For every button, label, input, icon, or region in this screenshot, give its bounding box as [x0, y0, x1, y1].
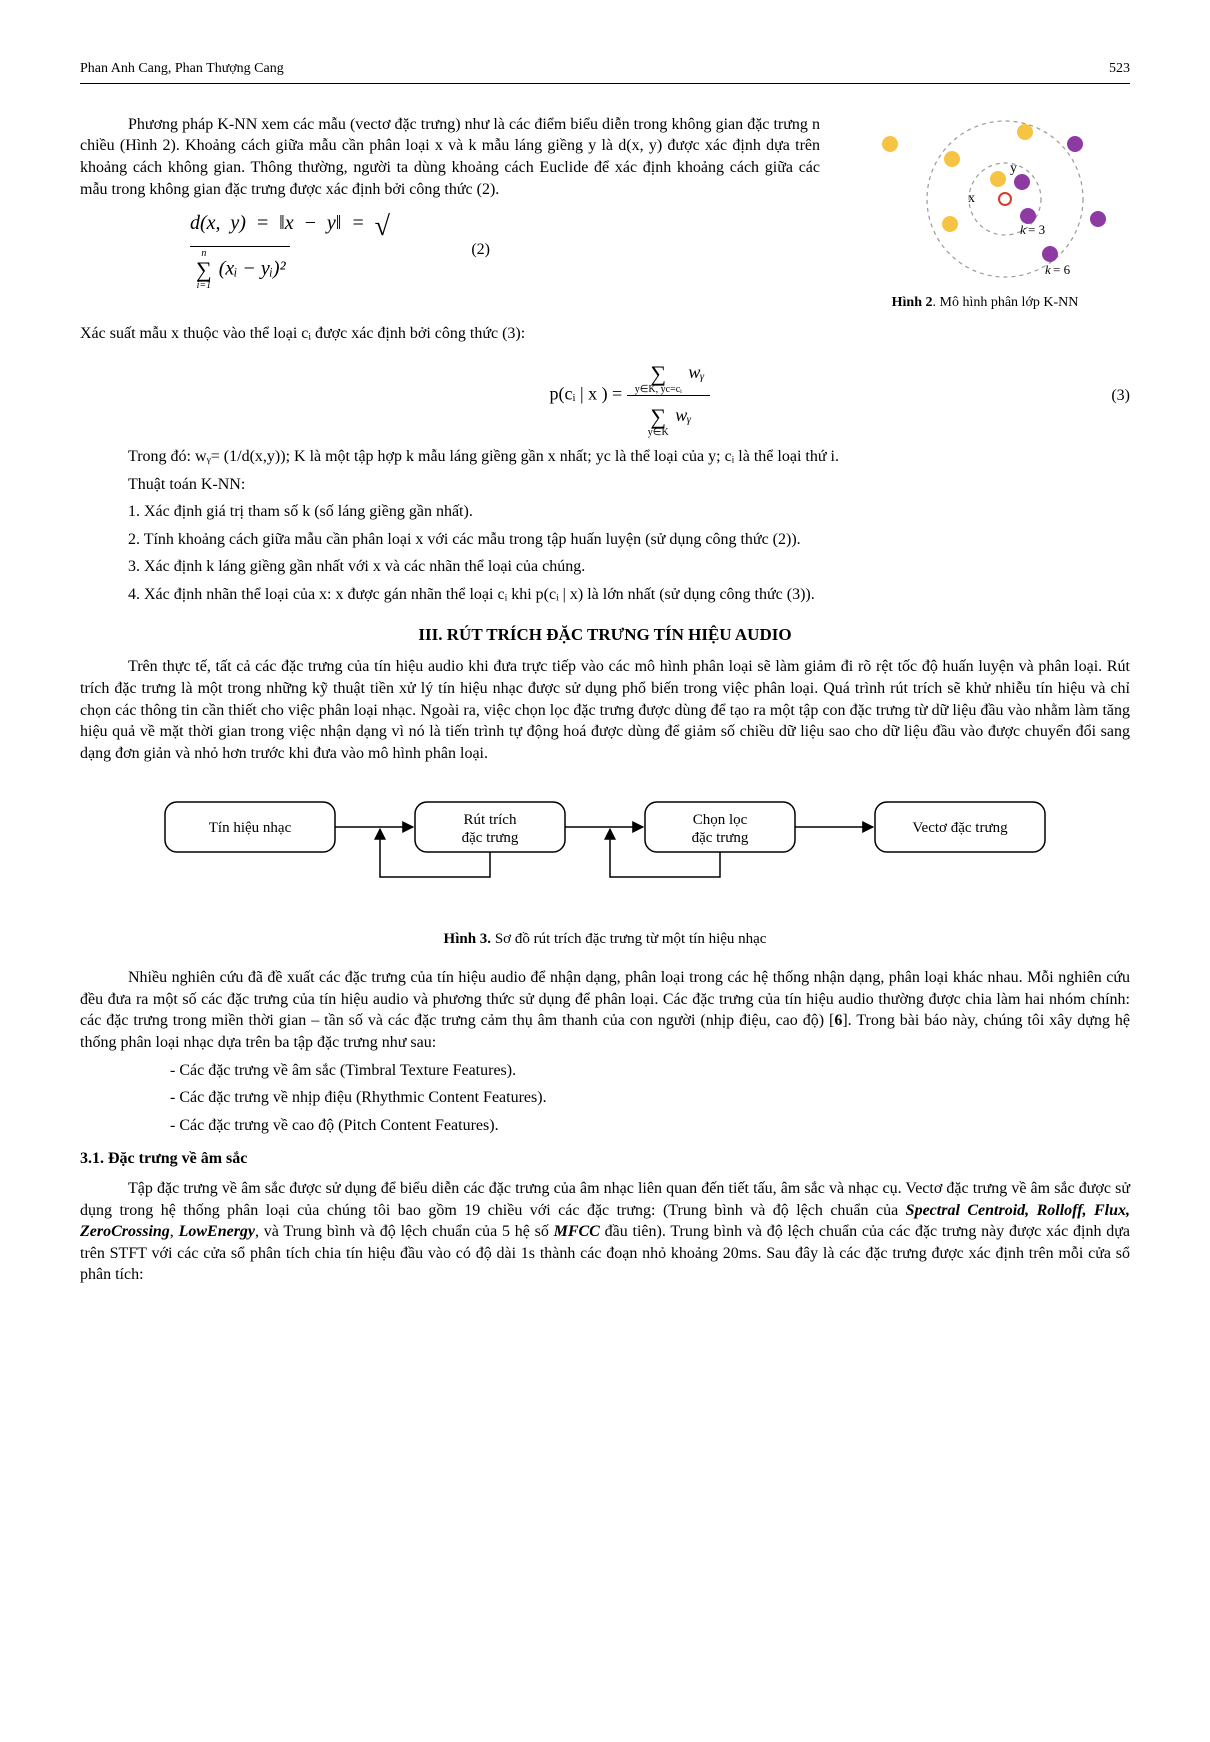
header-page-number: 523 — [1109, 60, 1130, 79]
svg-text:Rút trích: Rút trích — [464, 812, 517, 828]
svg-text:k: k — [1045, 262, 1051, 277]
section-3-title: III. RÚT TRÍCH ĐẶC TRƯNG TÍN HIỆU AUDIO — [80, 624, 1130, 647]
fig3-label: Hình 3. — [444, 931, 492, 947]
after-eq2-text: Xác suất mẫu x thuộc vào thể loại cᵢ đượ… — [80, 323, 1130, 345]
svg-text:y: y — [1010, 161, 1017, 176]
header-rule — [80, 83, 1130, 84]
page-header: Phan Anh Cang, Phan Thượng Cang 523 — [80, 60, 1130, 79]
equation-3: p(cᵢ | x ) = ∑ y∈K, yc=cᵢ wᵧ ∑ — [550, 353, 711, 438]
fig2-label: Hình 2 — [892, 295, 933, 310]
svg-text:Tín hiệu nhạc: Tín hiệu nhạc — [209, 820, 292, 836]
svg-text:Vectơ đặc trưng: Vectơ đặc trưng — [912, 820, 1008, 836]
figure-3-caption: Hình 3. Sơ đồ rút trích đặc trưng từ một… — [80, 929, 1130, 949]
svg-text:= 6: = 6 — [1053, 262, 1071, 277]
section-3-p2: Nhiều nghiên cứu đã đề xuất các đặc trưn… — [80, 967, 1130, 1053]
algo-title: Thuật toán K-NN: — [80, 474, 1130, 496]
eq3-note: Trong đó: wᵧ= (1/d(x,y)); K là một tập h… — [80, 446, 1130, 468]
knn-diagram: x y k = 3 k = 6 — [850, 114, 1120, 284]
figure-2-caption: Hình 2. Mô hình phân lớp K-NN — [840, 294, 1130, 313]
fig2-caption-text: . Mô hình phân lớp K-NN — [933, 295, 1079, 310]
svg-text:Chọn lọc: Chọn lọc — [693, 812, 748, 828]
feature-item-2: - Các đặc trưng về nhịp điệu (Rhythmic C… — [170, 1087, 1130, 1109]
svg-text:= 3: = 3 — [1028, 222, 1045, 237]
feature-list: - Các đặc trưng về âm sắc (Timbral Textu… — [170, 1060, 1130, 1137]
eq2-number: (2) — [430, 239, 490, 261]
flowchart-svg: Tín hiệu nhạc Rút trích đặc trưng Chọn l… — [155, 782, 1055, 892]
equation-2: d(x, y) = ‖x − y‖ = √ n ∑ i=1 (xᵢ − yᵢ)² — [190, 208, 390, 291]
svg-text:x: x — [968, 191, 975, 206]
section-3-1-heading: 3.1. Đặc trưng về âm sắc — [80, 1148, 1130, 1170]
eq3-number: (3) — [1070, 385, 1130, 407]
equation-3-row: p(cᵢ | x ) = ∑ y∈K, yc=cᵢ wᵧ ∑ — [80, 353, 1130, 438]
algo-step-4: 4. Xác định nhãn thể loại của x: x được … — [80, 584, 1130, 606]
feature-item-3: - Các đặc trưng về cao độ (Pitch Content… — [170, 1115, 1130, 1137]
svg-text:k: k — [1020, 222, 1026, 237]
figure-3-flowchart: Tín hiệu nhạc Rút trích đặc trưng Chọn l… — [155, 782, 1055, 899]
algo-step-2: 2. Tính khoảng cách giữa mẫu cần phân lo… — [80, 529, 1130, 551]
figure-2-container: x y k = 3 k = 6 Hình 2. Mô hình phân lớp… — [840, 114, 1130, 313]
svg-text:đặc trưng: đặc trưng — [692, 830, 749, 846]
equation-2-row: d(x, y) = ‖x − y‖ = √ n ∑ i=1 (xᵢ − yᵢ)²… — [80, 208, 820, 291]
section-3-p1: Trên thực tế, tất cả các đặc trưng của t… — [80, 656, 1130, 764]
algo-step-3: 3. Xác định k láng giềng gần nhất với x … — [80, 556, 1130, 578]
section-3-1-p1: Tập đặc trưng về âm sắc được sử dụng để … — [80, 1178, 1130, 1286]
algo-step-1: 1. Xác định giá trị tham số k (số láng g… — [80, 501, 1130, 523]
feature-item-1: - Các đặc trưng về âm sắc (Timbral Textu… — [170, 1060, 1130, 1082]
svg-text:đặc trưng: đặc trưng — [462, 830, 519, 846]
fig3-caption-text: Sơ đồ rút trích đặc trưng từ một tín hiệ… — [491, 931, 766, 947]
header-authors: Phan Anh Cang, Phan Thượng Cang — [80, 60, 284, 79]
